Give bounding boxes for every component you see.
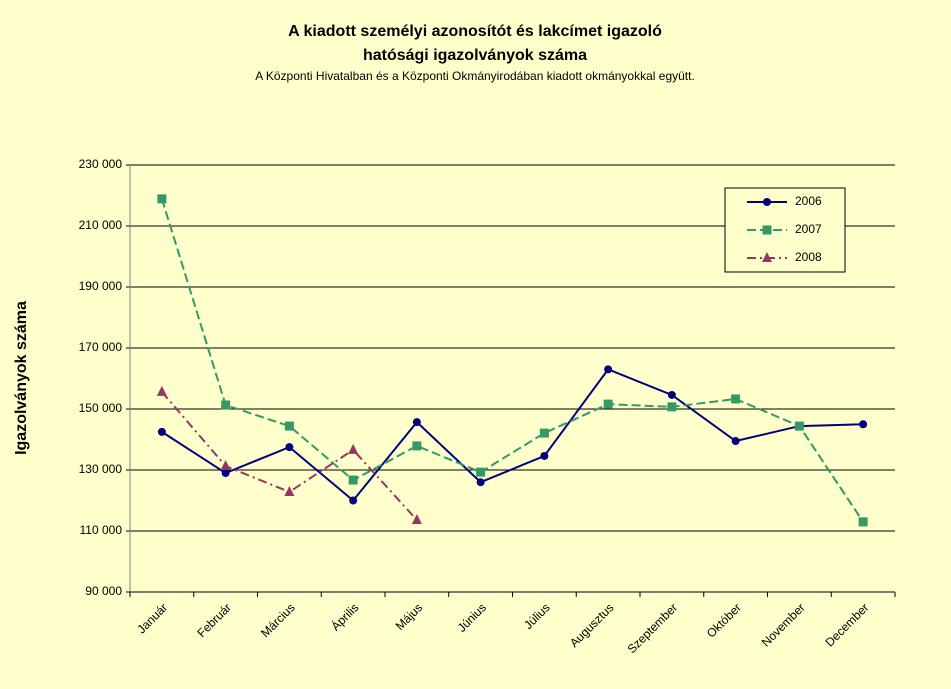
chart-title: hatósági igazolványok száma: [363, 47, 587, 64]
marker: [731, 394, 741, 404]
marker: [794, 421, 804, 431]
marker: [731, 437, 740, 446]
marker: [284, 421, 294, 431]
marker: [476, 478, 485, 487]
y-tick-label: 150 000: [79, 401, 123, 415]
legend-label: 2008: [795, 250, 822, 264]
legend-label: 2006: [795, 194, 822, 208]
marker: [603, 399, 613, 409]
marker: [858, 517, 868, 527]
x-tick-label: Július: [521, 600, 553, 632]
legend-box: [724, 187, 846, 273]
marker: [667, 390, 676, 399]
y-tick-label: 230 000: [79, 157, 123, 171]
y-axis-label: Igazolványok száma: [13, 301, 30, 455]
marker: [156, 385, 167, 396]
x-tick-label: Október: [704, 600, 744, 640]
legend-label: 2007: [795, 222, 822, 236]
y-tick-label: 210 000: [79, 218, 123, 232]
x-tick-label: Április: [328, 600, 362, 634]
marker: [348, 475, 358, 485]
marker: [348, 443, 359, 454]
x-tick-label: November: [759, 600, 808, 649]
x-tick-label: Szeptember: [625, 600, 681, 656]
y-tick-label: 190 000: [79, 279, 123, 293]
marker: [476, 467, 486, 477]
marker: [762, 225, 772, 235]
marker: [349, 496, 358, 505]
x-tick-label: Február: [194, 600, 234, 640]
marker: [540, 451, 549, 460]
x-tick-label: Március: [258, 600, 298, 640]
y-tick-label: 170 000: [79, 340, 123, 354]
marker: [763, 198, 771, 206]
x-tick-label: December: [822, 600, 871, 649]
marker: [667, 402, 677, 412]
marker: [412, 441, 422, 451]
x-tick-label: Augusztus: [567, 600, 617, 650]
marker: [221, 469, 230, 478]
chart-subtitle: A Központi Hivatalban és a Központi Okmá…: [255, 69, 695, 83]
marker: [859, 420, 868, 429]
y-tick-label: 110 000: [80, 523, 123, 537]
y-tick-label: 130 000: [79, 462, 123, 476]
marker: [604, 365, 613, 374]
x-tick-label: Május: [393, 600, 426, 633]
marker: [221, 400, 231, 410]
marker: [411, 514, 422, 525]
marker: [285, 443, 294, 452]
marker: [762, 252, 772, 262]
marker: [412, 418, 421, 427]
marker: [220, 460, 231, 471]
marker: [157, 194, 167, 204]
series-line: [161, 368, 864, 502]
chart-title: A kiadott személyi azonosítót és lakcíme…: [288, 23, 662, 40]
marker: [539, 428, 549, 438]
marker: [157, 427, 166, 436]
y-tick-label: 90 000: [85, 584, 122, 598]
x-tick-label: Június: [455, 600, 489, 634]
x-tick-label: Január: [134, 600, 170, 636]
marker: [284, 485, 295, 496]
